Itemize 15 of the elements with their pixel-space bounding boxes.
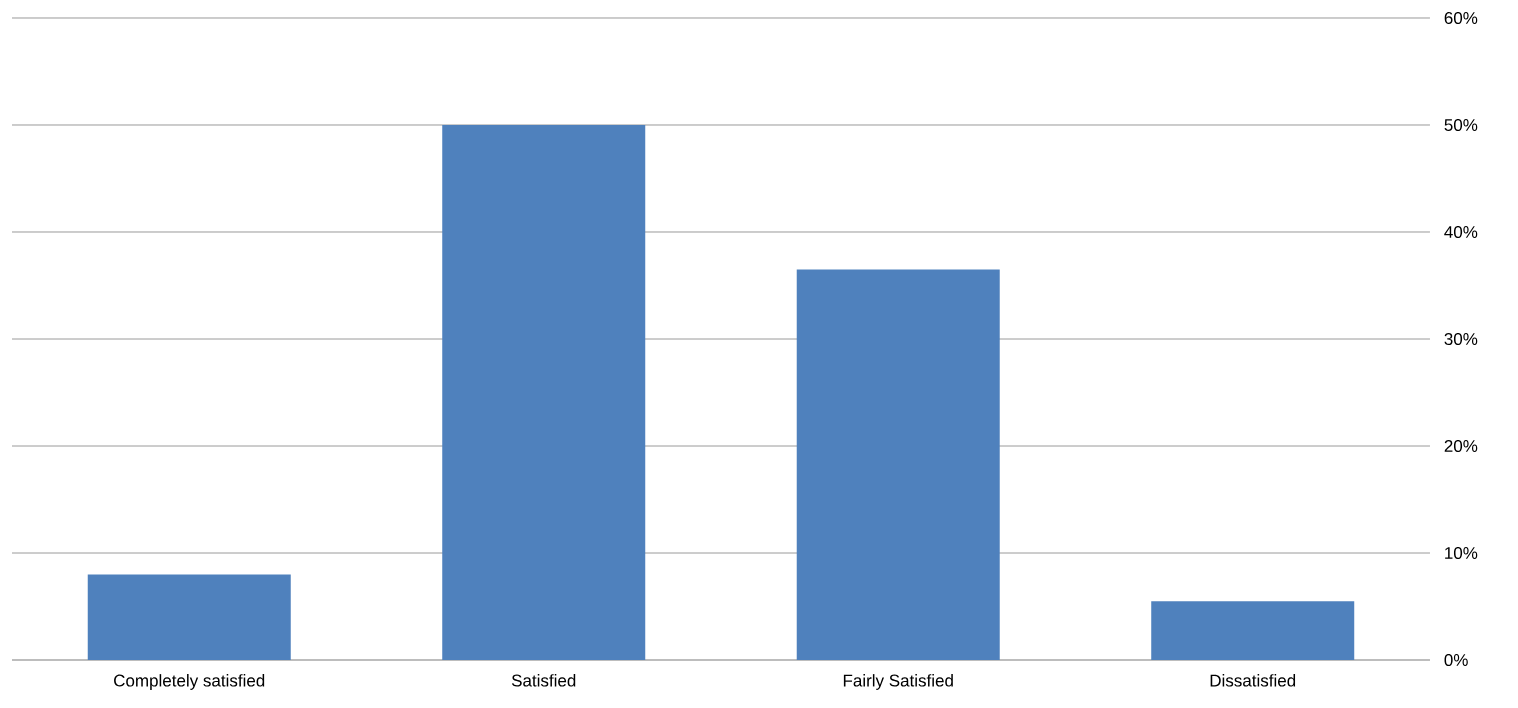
y-tick-label: 10% bbox=[1445, 546, 1478, 560]
bar bbox=[1151, 601, 1355, 660]
bar bbox=[442, 125, 646, 660]
y-tick-label: 50% bbox=[1444, 118, 1478, 132]
y-tick-label: 60% bbox=[1444, 11, 1478, 25]
bar bbox=[87, 574, 291, 660]
y-tick-label: 0% bbox=[1444, 653, 1468, 667]
x-tick-label: Dissatisfied bbox=[1210, 674, 1296, 687]
x-tick-label: Fairly Satisfied bbox=[843, 674, 953, 690]
y-tick-label: 20% bbox=[1444, 439, 1478, 453]
y-tick-label: 40% bbox=[1444, 225, 1478, 239]
y-tick-label: 30% bbox=[1444, 332, 1478, 346]
x-tick-label: Completely satisfied bbox=[114, 674, 265, 690]
x-tick-label: Satisfied bbox=[511, 674, 576, 687]
bar bbox=[796, 269, 1000, 660]
